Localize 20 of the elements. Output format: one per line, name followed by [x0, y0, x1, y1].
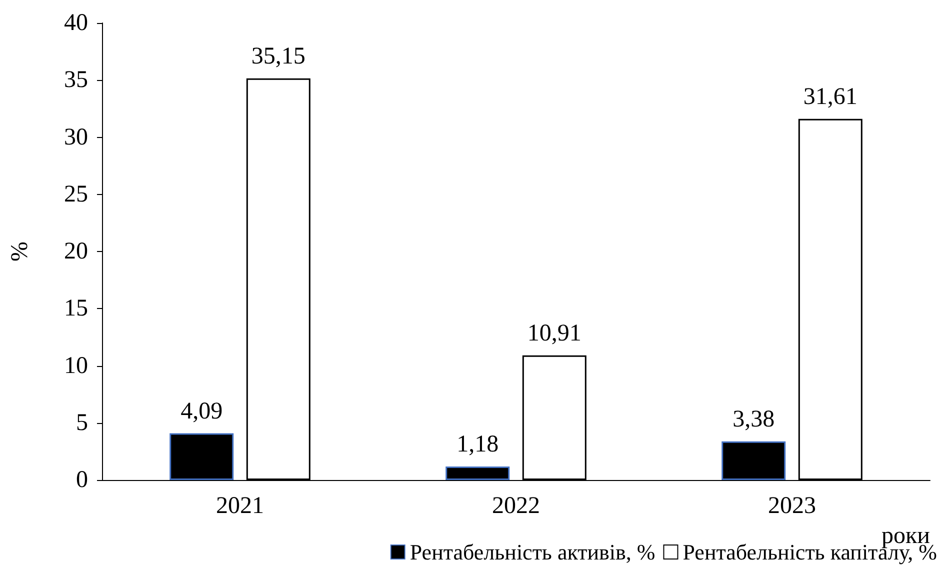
data-label: 3,38	[732, 406, 775, 432]
y-tick-label: 15	[64, 296, 88, 322]
x-tick-label: 2021	[216, 493, 264, 519]
data-label: 1,18	[456, 432, 499, 458]
data-label: 10,91	[527, 320, 582, 346]
x-tick-label: 2022	[492, 493, 540, 519]
y-tick-label: 30	[64, 124, 88, 150]
y-tick-label: 25	[64, 181, 88, 208]
data-label: 4,09	[180, 398, 223, 424]
data-label: 35,15	[251, 43, 306, 70]
x-tick-label: 2023	[768, 493, 816, 519]
y-tick-label: 5	[76, 410, 88, 436]
y-tick-label: 10	[64, 352, 88, 379]
legend-label: Рентабельність активів, %	[410, 540, 656, 564]
data-label: 31,61	[803, 84, 858, 110]
y-tick-label: 20	[64, 238, 88, 264]
y-tick-label: 0	[76, 467, 88, 493]
y-axis-title: %	[7, 242, 33, 262]
y-tick-label: 35	[64, 67, 88, 94]
y-tick-label: 40	[64, 10, 88, 36]
